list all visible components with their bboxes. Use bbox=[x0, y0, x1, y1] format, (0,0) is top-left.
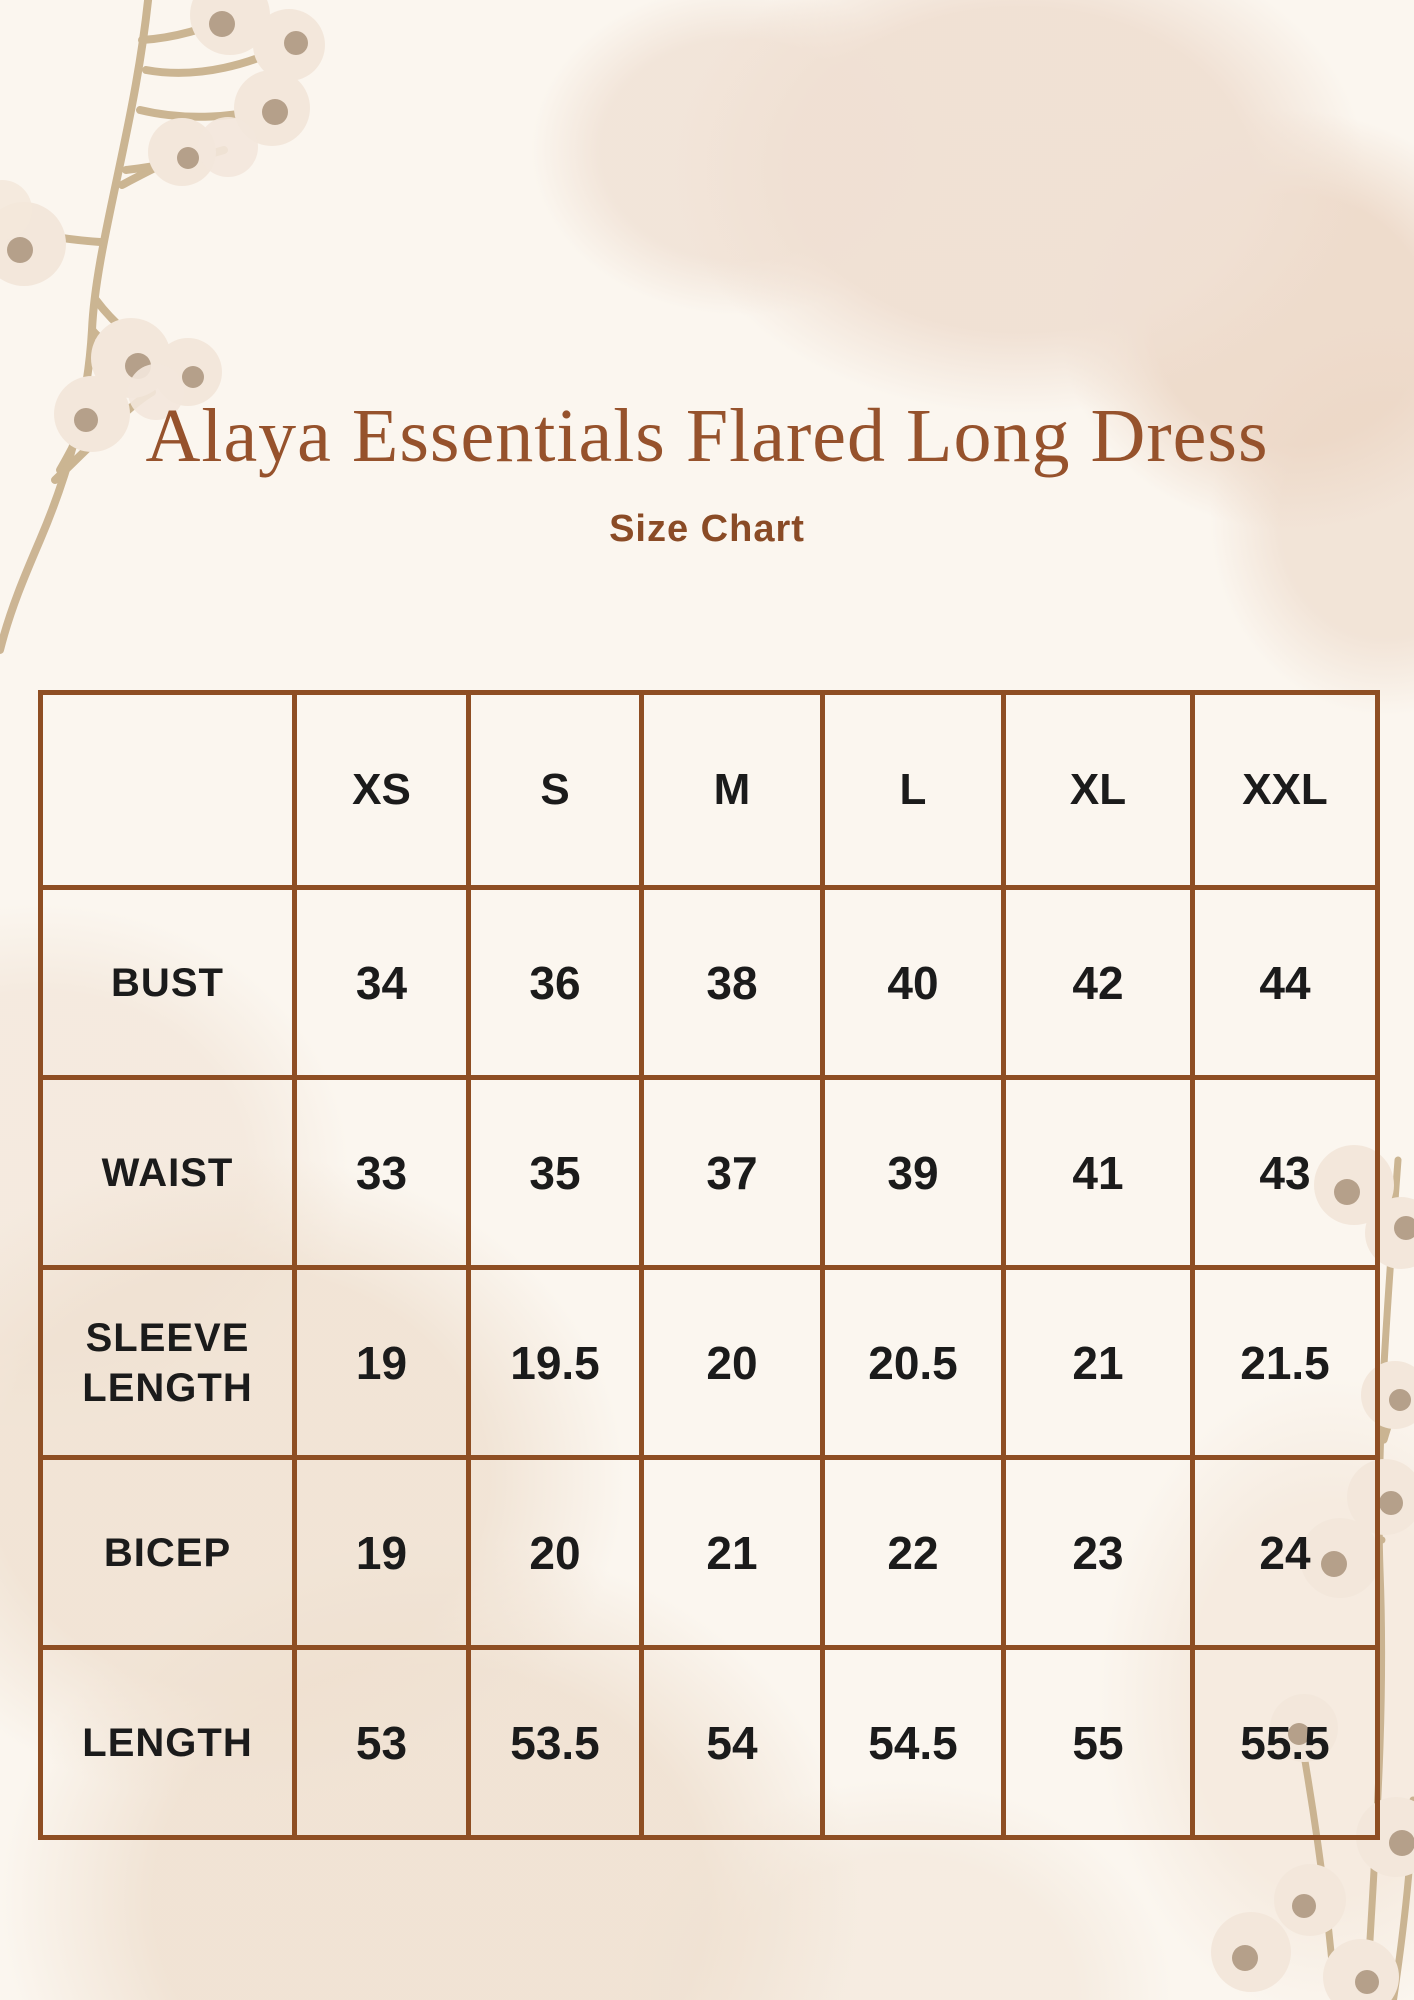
size-cell: 54 bbox=[639, 1645, 825, 1840]
size-cell: 33 bbox=[292, 1075, 471, 1270]
size-cell: 41 bbox=[1001, 1075, 1195, 1270]
table-header-row: XS S M L XL XXL bbox=[38, 690, 1380, 890]
size-cell: 19 bbox=[292, 1265, 471, 1460]
table-row-sleeve-length: SLEEVE LENGTH 19 19.5 20 20.5 21 21.5 bbox=[38, 1265, 1380, 1460]
size-cell: 20.5 bbox=[820, 1265, 1006, 1460]
size-cell: 44 bbox=[1190, 885, 1380, 1080]
branch-blossoms-top-left-decoration bbox=[0, 0, 325, 654]
row-label-sleeve-length: SLEEVE LENGTH bbox=[38, 1265, 297, 1460]
size-chart-subtitle: Size Chart bbox=[609, 508, 805, 550]
corner-cell bbox=[38, 690, 297, 890]
size-cell: 22 bbox=[820, 1455, 1006, 1650]
size-cell: 21.5 bbox=[1190, 1265, 1380, 1460]
size-cell: 21 bbox=[1001, 1265, 1195, 1460]
size-cell: 20 bbox=[466, 1455, 644, 1650]
column-header-xxl: XXL bbox=[1190, 690, 1380, 890]
size-cell: 23 bbox=[1001, 1455, 1195, 1650]
size-cell: 34 bbox=[292, 885, 471, 1080]
column-header-s: S bbox=[466, 690, 644, 890]
size-cell: 19.5 bbox=[466, 1265, 644, 1460]
row-label-bicep: BICEP bbox=[38, 1455, 297, 1650]
table-row-bust: BUST 34 36 38 40 42 44 bbox=[38, 885, 1380, 1080]
size-cell: 54.5 bbox=[820, 1645, 1006, 1840]
table-row-bicep: BICEP 19 20 21 22 23 24 bbox=[38, 1455, 1380, 1650]
size-cell: 20 bbox=[639, 1265, 825, 1460]
size-cell: 24 bbox=[1190, 1455, 1380, 1650]
column-header-m: M bbox=[639, 690, 825, 890]
row-label-length: LENGTH bbox=[38, 1645, 297, 1840]
size-cell: 53 bbox=[292, 1645, 471, 1840]
row-label-bust: BUST bbox=[38, 885, 297, 1080]
size-cell: 42 bbox=[1001, 885, 1195, 1080]
size-cell: 37 bbox=[639, 1075, 825, 1270]
size-cell: 39 bbox=[820, 1075, 1006, 1270]
table-row-length: LENGTH 53 53.5 54 54.5 55 55.5 bbox=[38, 1645, 1380, 1840]
size-cell: 53.5 bbox=[466, 1645, 644, 1840]
size-cell: 36 bbox=[466, 885, 644, 1080]
size-cell: 35 bbox=[466, 1075, 644, 1270]
size-cell: 21 bbox=[639, 1455, 825, 1650]
size-cell: 19 bbox=[292, 1455, 471, 1650]
size-chart-table: XS S M L XL XXL BUST 34 36 38 40 42 44 W… bbox=[38, 690, 1380, 1840]
size-cell: 38 bbox=[639, 885, 825, 1080]
table-row-waist: WAIST 33 35 37 39 41 43 bbox=[38, 1075, 1380, 1270]
blossom-icon bbox=[0, 0, 325, 452]
size-cell: 55 bbox=[1001, 1645, 1195, 1840]
size-cell: 40 bbox=[820, 885, 1006, 1080]
column-header-xs: XS bbox=[292, 690, 471, 890]
column-header-xl: XL bbox=[1001, 690, 1195, 890]
size-cell: 43 bbox=[1190, 1075, 1380, 1270]
page-title: Alaya Essentials Flared Long Dress bbox=[145, 393, 1269, 478]
size-cell: 55.5 bbox=[1190, 1645, 1380, 1840]
row-label-waist: WAIST bbox=[38, 1075, 297, 1270]
column-header-l: L bbox=[820, 690, 1006, 890]
